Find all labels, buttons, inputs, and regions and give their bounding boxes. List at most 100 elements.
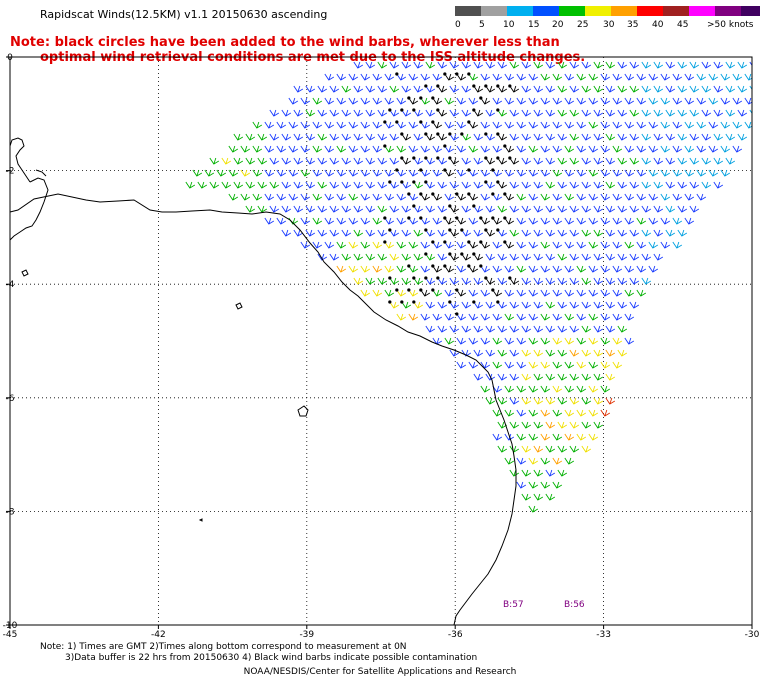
wind-barb [480,361,491,369]
wind-barb [588,145,599,153]
wind-barb [413,277,424,285]
quality-flag-dot [424,180,428,184]
wind-barb [449,205,460,213]
wind-barb [545,61,556,69]
quality-flag-dot [424,156,428,160]
wind-barb [420,193,431,201]
wind-barb [593,373,604,381]
wind-barb [581,61,592,69]
wind-barb [533,205,544,213]
wind-barb [353,205,364,213]
quality-flag-dot [388,228,392,232]
wind-barb [456,97,467,105]
wind-barb [468,73,479,81]
wind-barb [449,109,460,117]
wind-barb [600,289,611,297]
wind-barb [612,313,623,321]
wind-barb [557,205,568,213]
wind-barb [516,265,527,273]
wind-barb [521,421,532,429]
wind-barb [437,325,448,333]
wind-barb [648,73,659,81]
wind-barb [468,241,479,249]
wind-barb [593,325,604,333]
quality-flag-dot [400,156,404,160]
footer-credit: NOAA/NESDIS/Center for Satellite Applica… [243,667,517,677]
wind-barb [329,229,340,237]
wind-barb [492,433,503,441]
wind-barb [473,205,484,213]
wind-barb [425,229,436,237]
wind-barb [413,301,424,309]
wind-barb [540,457,551,465]
wind-barb [600,121,611,129]
wind-barb [708,145,719,153]
wind-barb [557,325,568,333]
wind-barb [528,121,539,129]
quality-flag-dot [431,264,435,268]
wind-barb [324,217,335,225]
wind-barb [288,145,299,153]
wind-barb [521,397,532,405]
quality-flag-dot [419,168,423,172]
wind-barb [425,205,436,213]
wind-barb [384,217,395,225]
wind-barb [372,241,383,249]
quality-flag-dot [467,120,471,124]
wind-barb [473,229,484,237]
wind-barb [485,325,496,333]
wind-barb [612,97,623,105]
wind-barb [557,253,568,261]
wind-barb [456,73,467,81]
legend-swatch [741,6,760,16]
quality-flag-dot [503,216,507,220]
wind-barb [389,253,400,261]
wind-barb [468,217,479,225]
wind-barb [276,217,287,225]
wind-barb [485,397,496,405]
wind-barb [245,205,256,213]
wind-barb [552,481,563,489]
wind-barb [473,157,484,165]
wind-barb [401,301,412,309]
wind-barb [576,337,587,345]
wind-barb [384,241,395,249]
wind-barb [612,145,623,153]
wind-barb [509,133,520,141]
wind-barb [617,325,628,333]
quality-flag-dot [484,156,488,160]
wind-barb [473,277,484,285]
wind-barb [533,229,544,237]
wind-barb [497,133,508,141]
wind-barb [648,241,659,249]
wind-barb [629,229,640,237]
wind-barb [240,169,251,177]
wind-barb [449,181,460,189]
wind-barb [509,301,520,309]
quality-flag-dot [508,276,512,280]
wind-barb [528,433,539,441]
wind-barb [324,241,335,249]
wind-barb [437,205,448,213]
wind-barb [732,145,743,153]
lat-tick-label: -4 [6,280,15,290]
quality-flag-dot [491,288,495,292]
wind-barb [348,193,359,201]
wind-barb [497,181,508,189]
wind-barb [456,217,467,225]
wind-barb [300,121,311,129]
wind-barb [396,73,407,81]
wind-barb [617,109,628,117]
wind-barb [540,121,551,129]
wind-barb [228,193,239,201]
quality-flag-dot [496,300,500,304]
wind-barb [384,121,395,129]
wind-barb [749,109,752,115]
wind-barb [317,157,328,165]
wind-barb [504,361,515,369]
warning-note-line1: Note: black circles have been added to t… [10,35,560,50]
wind-barb [216,169,227,177]
wind-barb [485,301,496,309]
wind-barb [401,181,412,189]
wind-barb [521,301,532,309]
